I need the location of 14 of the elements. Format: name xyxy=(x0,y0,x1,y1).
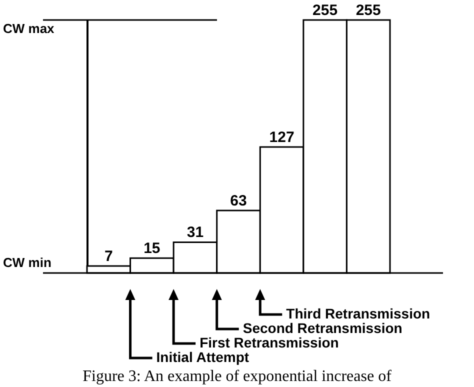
data-label: 31 xyxy=(186,224,204,242)
text: Third Retransmission xyxy=(286,306,430,322)
ref-line-label: CW max xyxy=(3,21,56,36)
data-label: 7 xyxy=(104,248,113,266)
data-label: 15 xyxy=(144,240,160,258)
caption: Figure 3: An example of exponential increase of xyxy=(82,368,392,385)
data-label: 255 xyxy=(356,2,381,19)
data-label: 255 xyxy=(312,2,338,19)
text: First Retransmission xyxy=(200,334,339,350)
ref-line-label: CW min xyxy=(3,255,52,270)
data-label: 127 xyxy=(269,128,294,146)
data-label: 63 xyxy=(230,192,247,210)
text: Second Retransmission xyxy=(242,320,402,336)
text: Initial Attempt xyxy=(156,349,250,365)
